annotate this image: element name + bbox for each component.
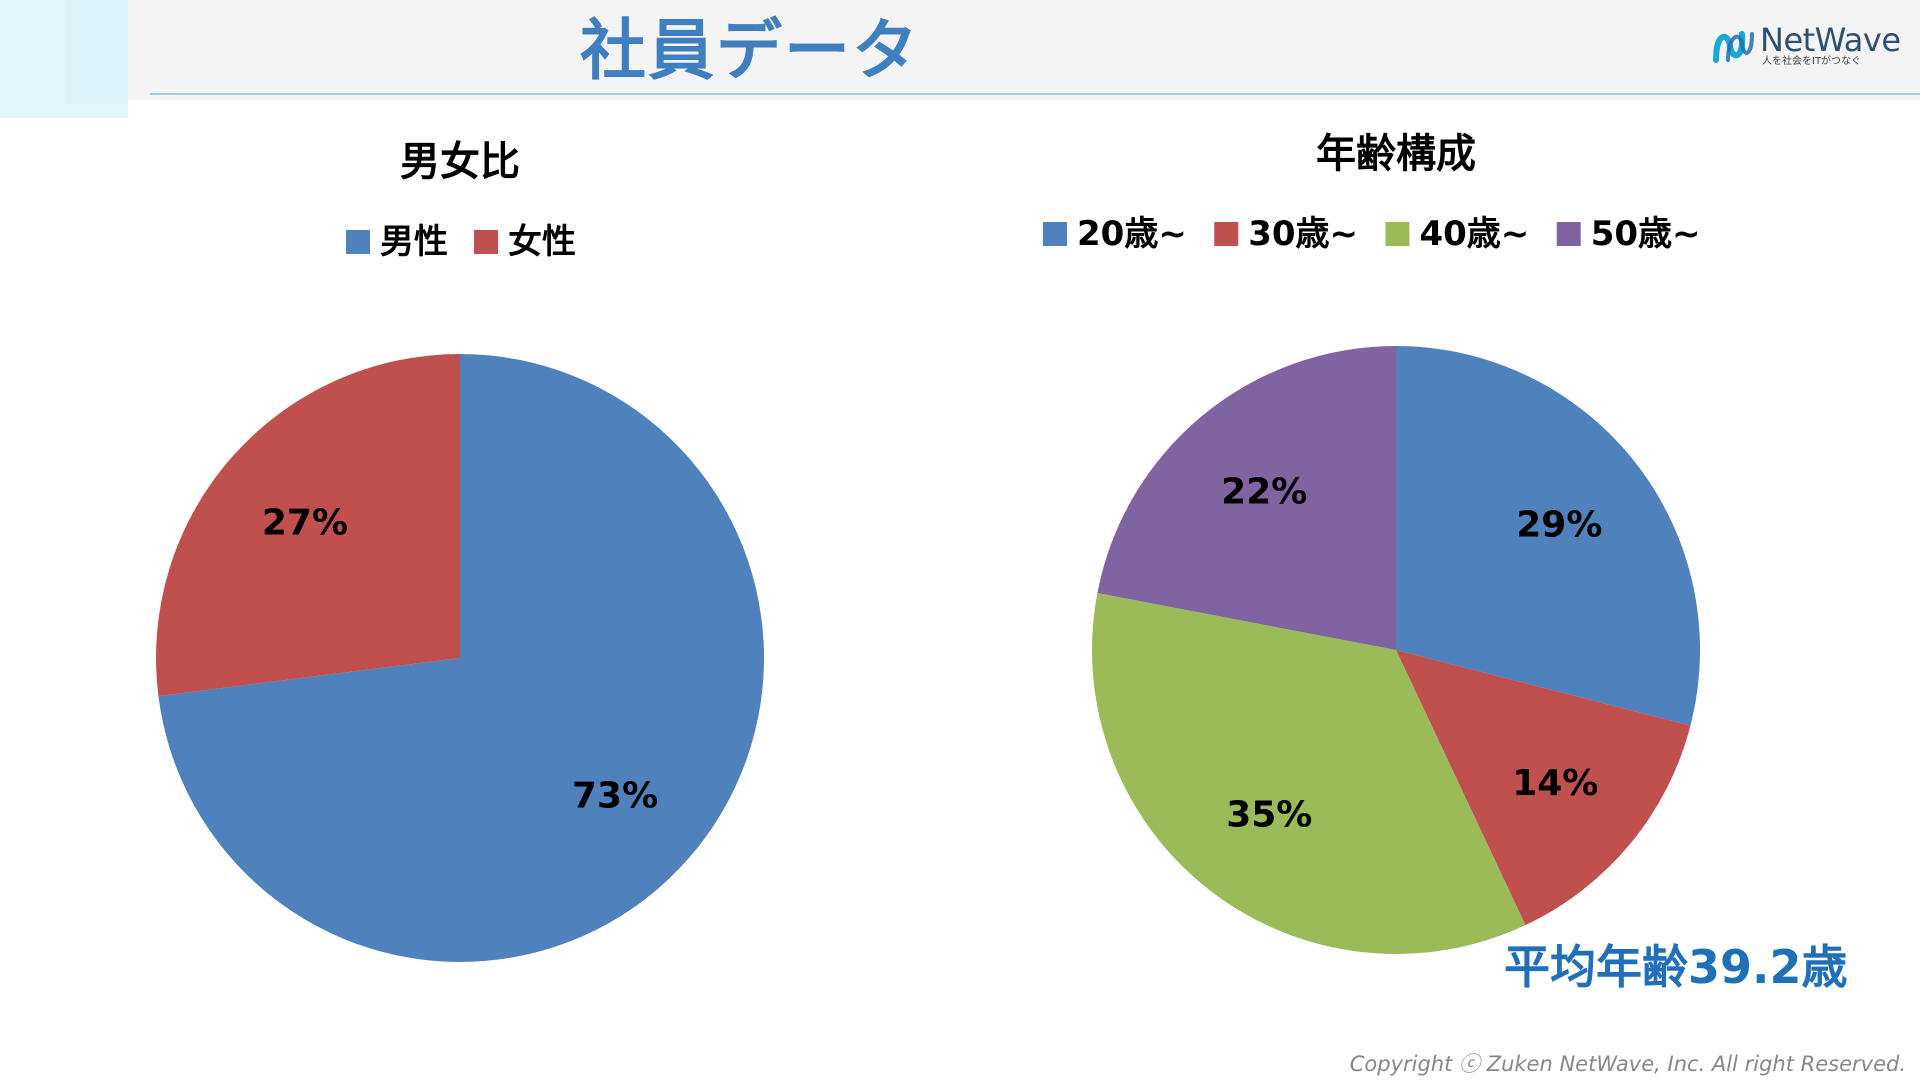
corner-decoration-inner: [66, 0, 128, 104]
age-legend-swatch-2: [1385, 222, 1410, 246]
average-age-label: 平均年齢39.2歳: [1504, 940, 1848, 994]
age-legend-swatch-1: [1214, 222, 1239, 246]
company-logo: NetWave 人を社会をITがつなぐ: [1712, 22, 1920, 74]
gender-chart-title: 男女比: [400, 139, 520, 185]
copyright-notice: Copyright ⓒ Zuken NetWave, Inc. All righ…: [1349, 1052, 1906, 1076]
age-legend-label-2: 40歳~: [1419, 214, 1529, 254]
gender-data-label-0: 73%: [572, 776, 658, 817]
age-composition-chart: 年齢構成 20歳~ 30歳~ 40歳~ 50歳~ 29% 14% 35% 22%: [1043, 131, 1701, 955]
logo-tagline: 人を社会をITがつなぐ: [1762, 56, 1862, 67]
age-slice-3: [1097, 346, 1396, 650]
gender-data-label-1: 27%: [262, 502, 348, 543]
age-legend-swatch-0: [1043, 222, 1067, 246]
age-data-label-0: 29%: [1516, 504, 1602, 545]
gender-legend-swatch-1: [474, 230, 498, 254]
gender-legend-swatch-0: [346, 230, 370, 254]
age-legend-label-3: 50歳~: [1591, 214, 1701, 254]
page-title: 社員データ: [580, 12, 920, 89]
age-legend-label-0: 20歳~: [1077, 214, 1187, 254]
header-band: [0, 0, 1920, 100]
gender-slice-1: [155, 354, 460, 697]
age-legend-label-1: 30歳~: [1248, 214, 1358, 254]
gender-legend-label-1: 女性: [508, 222, 576, 262]
age-data-label-2: 35%: [1226, 794, 1312, 835]
logo-name: NetWave: [1760, 21, 1901, 59]
age-data-label-3: 22%: [1221, 472, 1307, 513]
corner-decoration: [0, 0, 128, 118]
age-data-label-1: 14%: [1512, 763, 1598, 804]
gender-legend-label-0: 男性: [380, 222, 448, 262]
netwave-logo-icon: [1713, 31, 1754, 63]
gender-slice-0: [158, 354, 765, 962]
age-legend-swatch-3: [1556, 222, 1581, 246]
age-chart-title: 年齢構成: [1316, 131, 1476, 177]
age-slice-1: [1396, 650, 1691, 926]
header-divider: [150, 93, 1920, 95]
age-slice-0: [1396, 346, 1700, 726]
age-slice-2: [1092, 593, 1526, 955]
